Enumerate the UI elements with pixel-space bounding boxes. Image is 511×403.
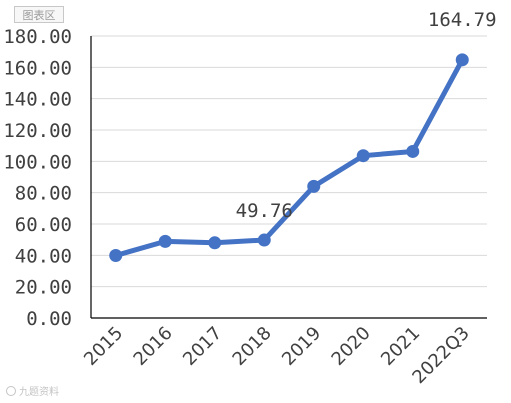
y-tick-label: 120.00	[3, 120, 72, 142]
y-tick-label: 60.00	[15, 214, 72, 236]
gridlines	[91, 35, 487, 288]
x-tick-label: 2017	[179, 323, 226, 370]
series-line	[113, 57, 465, 258]
y-axis: 0.00 20.00 40.00 60.00 80.00 100.00 120.00 140.…	[3, 26, 92, 330]
x-tick-label: 2020	[328, 323, 375, 370]
y-tick-label: 100.00	[3, 151, 72, 173]
data-label: 49.76	[236, 200, 293, 222]
x-tick-label: 2016	[130, 323, 177, 370]
data-point	[158, 234, 172, 248]
data-labels: 49.76 164.79	[236, 9, 497, 222]
x-tick-label: 2019	[278, 323, 325, 370]
watermark: 九题资料	[6, 383, 59, 398]
y-tick-label: 140.00	[3, 89, 72, 111]
data-point	[307, 179, 321, 193]
data-point	[455, 53, 469, 67]
y-tick-label: 160.00	[3, 57, 72, 79]
watermark-text: 九题资料	[19, 387, 59, 398]
data-point	[257, 233, 271, 247]
chart-area-tag: 图表区	[14, 6, 64, 23]
x-tick-label: 2015	[80, 323, 127, 370]
y-tick-label: 20.00	[15, 277, 72, 299]
data-point	[406, 144, 420, 158]
x-tick-label: 2021	[377, 323, 424, 370]
data-point	[356, 149, 370, 163]
y-tick-label: 40.00	[15, 245, 72, 267]
data-point	[208, 236, 222, 250]
y-tick-label: 80.00	[15, 183, 72, 205]
data-label: 164.79	[428, 9, 497, 31]
plot-area	[109, 53, 469, 262]
x-tick-label: 2018	[229, 323, 276, 370]
y-tick-label: 180.00	[3, 26, 72, 48]
y-tick-label: 0.00	[26, 308, 72, 330]
data-point	[109, 248, 123, 262]
watermark-logo-icon	[6, 385, 16, 396]
